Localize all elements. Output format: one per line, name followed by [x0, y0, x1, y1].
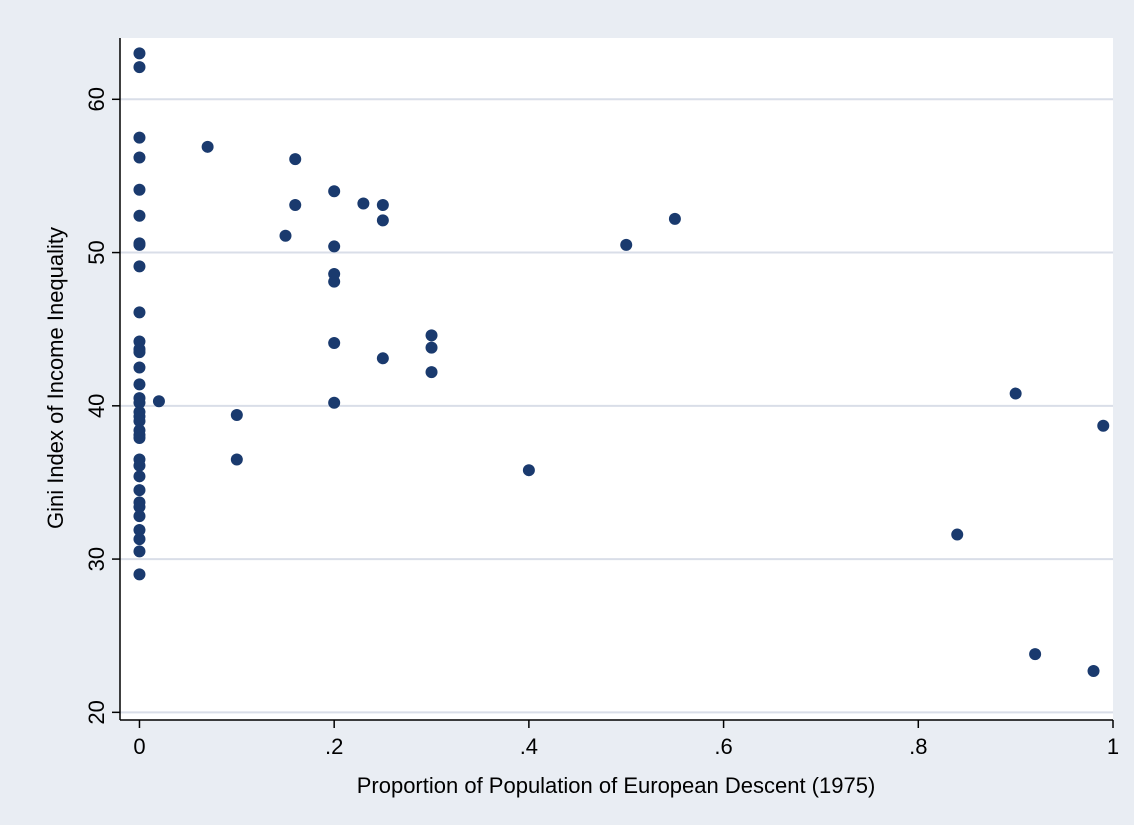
- data-point: [328, 185, 341, 198]
- data-point: [133, 183, 146, 196]
- data-point: [425, 366, 438, 379]
- data-point: [279, 229, 292, 242]
- y-tick-label: 60: [84, 87, 109, 111]
- plot-area: [120, 38, 1113, 720]
- data-point: [668, 212, 681, 225]
- y-tick-label: 40: [84, 394, 109, 418]
- data-point: [328, 240, 341, 253]
- data-point: [230, 453, 243, 466]
- data-point: [133, 484, 146, 497]
- data-point: [522, 464, 535, 477]
- data-point: [133, 396, 146, 409]
- data-point: [133, 61, 146, 74]
- x-axis-ticks: 0 .2 .4 .6 .8 1: [133, 720, 1119, 759]
- data-point: [425, 329, 438, 342]
- data-point: [951, 528, 964, 541]
- y-tick-label: 50: [84, 240, 109, 264]
- data-point: [133, 545, 146, 558]
- data-point: [328, 336, 341, 349]
- data-point: [133, 209, 146, 222]
- x-tick-label: .2: [325, 734, 343, 759]
- data-point: [1087, 664, 1100, 677]
- x-axis-title: Proportion of Population of European Des…: [357, 773, 876, 798]
- data-point: [133, 415, 146, 428]
- x-tick-label: .8: [909, 734, 927, 759]
- data-point: [328, 275, 341, 288]
- axes: [119, 38, 1113, 721]
- data-point: [289, 153, 302, 166]
- data-point: [133, 47, 146, 60]
- x-tick-label: .4: [520, 734, 538, 759]
- data-point: [620, 238, 633, 251]
- data-point: [133, 151, 146, 164]
- data-point: [133, 238, 146, 251]
- data-point: [376, 352, 389, 365]
- data-point: [133, 459, 146, 472]
- x-tick-label: 0: [133, 734, 145, 759]
- y-axis-title: Gini Index of Income Inequality: [43, 227, 68, 529]
- data-point: [328, 396, 341, 409]
- y-tick-label: 20: [84, 700, 109, 724]
- data-point: [376, 199, 389, 212]
- data-point: [230, 409, 243, 422]
- data-point: [152, 395, 165, 408]
- data-point: [133, 378, 146, 391]
- data-point: [1029, 648, 1042, 661]
- data-point: [133, 306, 146, 319]
- data-point: [133, 510, 146, 523]
- data-point: [201, 140, 214, 153]
- data-point: [133, 533, 146, 546]
- data-point: [133, 346, 146, 359]
- x-tick-label: .6: [714, 734, 732, 759]
- data-point: [133, 568, 146, 581]
- data-point: [357, 197, 370, 210]
- x-tick-label: 1: [1107, 734, 1119, 759]
- data-point: [133, 260, 146, 273]
- data-point: [425, 341, 438, 354]
- data-point: [133, 361, 146, 374]
- data-point: [133, 500, 146, 513]
- data-point: [133, 470, 146, 483]
- data-point: [133, 131, 146, 144]
- data-point: [289, 199, 302, 212]
- y-axis-ticks: 20 30 40 50 60: [84, 87, 120, 725]
- data-point: [376, 214, 389, 227]
- data-point: [133, 432, 146, 445]
- y-tick-label: 30: [84, 547, 109, 571]
- gridlines: [120, 98, 1113, 714]
- data-point: [133, 523, 146, 536]
- data-point: [1009, 387, 1022, 400]
- data-points: [133, 47, 1110, 677]
- data-point: [1097, 419, 1110, 432]
